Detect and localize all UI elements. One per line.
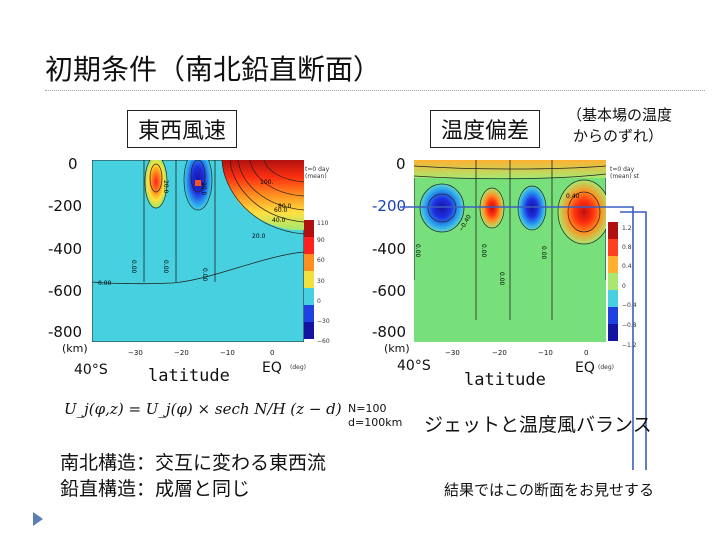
title-divider bbox=[45, 90, 705, 92]
left-y-tick: 0 bbox=[68, 155, 78, 173]
left-x-tick: −10 bbox=[220, 349, 235, 357]
left-colorbar-tick: −60 bbox=[317, 338, 330, 345]
right-y-tick: 0 bbox=[396, 155, 406, 173]
contour-label: 0.40 bbox=[566, 193, 580, 200]
contour-label: 0.00 bbox=[540, 246, 547, 260]
right-y-tick: -600 bbox=[372, 282, 407, 300]
right-y-tick: -800 bbox=[372, 323, 407, 341]
contour-label: 80.0 bbox=[278, 203, 292, 210]
slide-title: 初期条件（南北鉛直断面） bbox=[45, 53, 382, 86]
left-y-tick: -600 bbox=[48, 282, 83, 300]
left-x-tick: −20 bbox=[174, 349, 189, 357]
right-y-tick: -400 bbox=[372, 240, 407, 258]
left-colorbar-tick: 90 bbox=[317, 237, 325, 244]
right-colorbar-tick: 1.2 bbox=[622, 225, 632, 232]
right-contour-plot: 0.40 −0.40 0.00 0.00 0.00 0.00 bbox=[414, 160, 606, 342]
left-colorbar bbox=[304, 220, 314, 339]
contour-label: 0.00 bbox=[480, 244, 487, 258]
left-y-tick: -800 bbox=[48, 323, 83, 341]
right-colorbar-tick: −1.2 bbox=[622, 342, 637, 349]
right-colorbar-tick: −0.8 bbox=[622, 322, 637, 329]
right-colorbar-tick: 0.4 bbox=[622, 263, 632, 270]
slide-bullet-icon bbox=[33, 512, 43, 526]
structure-meridional: 南北構造：交互に変わる東西流 bbox=[60, 452, 327, 474]
contour-label: 0.00 bbox=[498, 272, 505, 286]
param-d: d=100km bbox=[348, 416, 403, 429]
right-y-tick-highlighted: -200 bbox=[372, 197, 407, 215]
left-x-axis-label: latitude bbox=[148, 366, 230, 386]
contour-label: 0.00 bbox=[98, 280, 112, 287]
right-y-unit: (km) bbox=[384, 342, 410, 355]
right-x-unit: (deg) bbox=[598, 364, 614, 371]
right-panel-label: 温度偏差 bbox=[430, 110, 541, 148]
contour-label: 60.0 bbox=[274, 207, 288, 214]
contour-label: 0.00 bbox=[130, 260, 137, 274]
right-x-start-label: 40°S bbox=[397, 358, 431, 374]
left-x-tick: −30 bbox=[128, 349, 143, 357]
structure-vertical: 鉛直構造：成層と同じ bbox=[60, 478, 251, 500]
right-colorbar-tick: 0 bbox=[622, 283, 626, 290]
left-colorbar-tick: 60 bbox=[317, 257, 325, 264]
result-note: 結果ではこの断面をお見せする bbox=[444, 481, 655, 499]
left-x-start-label: 40°S bbox=[74, 362, 108, 378]
param-n: N=100 bbox=[348, 402, 387, 415]
contour-label: 100. bbox=[260, 179, 273, 186]
right-note-line1: （基本場の温度 bbox=[567, 106, 673, 124]
left-colorbar-tick: 30 bbox=[317, 278, 325, 285]
right-x-tick: −10 bbox=[538, 349, 553, 357]
left-legend-title: t=0 day (mean) bbox=[305, 166, 330, 180]
right-colorbar bbox=[608, 222, 618, 341]
contour-label: 20.0 bbox=[200, 182, 207, 196]
contour-label: 40.0 bbox=[272, 217, 286, 224]
right-legend-title: t=0 day (mean) st bbox=[610, 166, 640, 180]
left-contour-plot: 100. 80.0 60.0 40.0 20.0 0.00 0.00 0.00 … bbox=[92, 160, 304, 342]
right-x-tick: 0 bbox=[584, 349, 589, 357]
formula: U_j(φ,z) = U_j(φ) × sech N/H (z − d) bbox=[64, 400, 342, 418]
left-y-unit: (km) bbox=[62, 342, 88, 355]
left-panel-label: 東西風速 bbox=[127, 110, 238, 148]
left-x-end-label: EQ bbox=[262, 360, 282, 376]
right-colorbar-tick: −0.4 bbox=[622, 302, 637, 309]
contour-label: 0.00 bbox=[201, 268, 208, 282]
left-colorbar-tick: 0 bbox=[317, 298, 321, 305]
contour-label: 20.0 bbox=[252, 233, 266, 240]
callout-lines bbox=[400, 206, 647, 470]
contour-label: 20.0 bbox=[162, 180, 169, 194]
left-x-unit: (deg) bbox=[290, 364, 306, 371]
right-note-line2: からのずれ） bbox=[573, 127, 664, 145]
left-colorbar-tick: 110 bbox=[317, 220, 329, 227]
right-x-tick: −20 bbox=[492, 349, 507, 357]
left-x-tick: 0 bbox=[270, 349, 275, 357]
left-y-tick: -200 bbox=[48, 197, 83, 215]
right-x-end-label: EQ bbox=[575, 360, 595, 376]
contour-label: 0.00 bbox=[414, 244, 421, 258]
contour-label: 0.00 bbox=[162, 260, 169, 274]
left-colorbar-tick: −30 bbox=[317, 318, 330, 325]
right-colorbar-tick: 0.8 bbox=[622, 244, 632, 251]
right-x-axis-label: latitude bbox=[464, 370, 546, 390]
balance-text: ジェットと温度風バランス bbox=[424, 414, 652, 436]
right-x-tick: −30 bbox=[445, 349, 460, 357]
left-y-tick: -400 bbox=[48, 240, 83, 258]
